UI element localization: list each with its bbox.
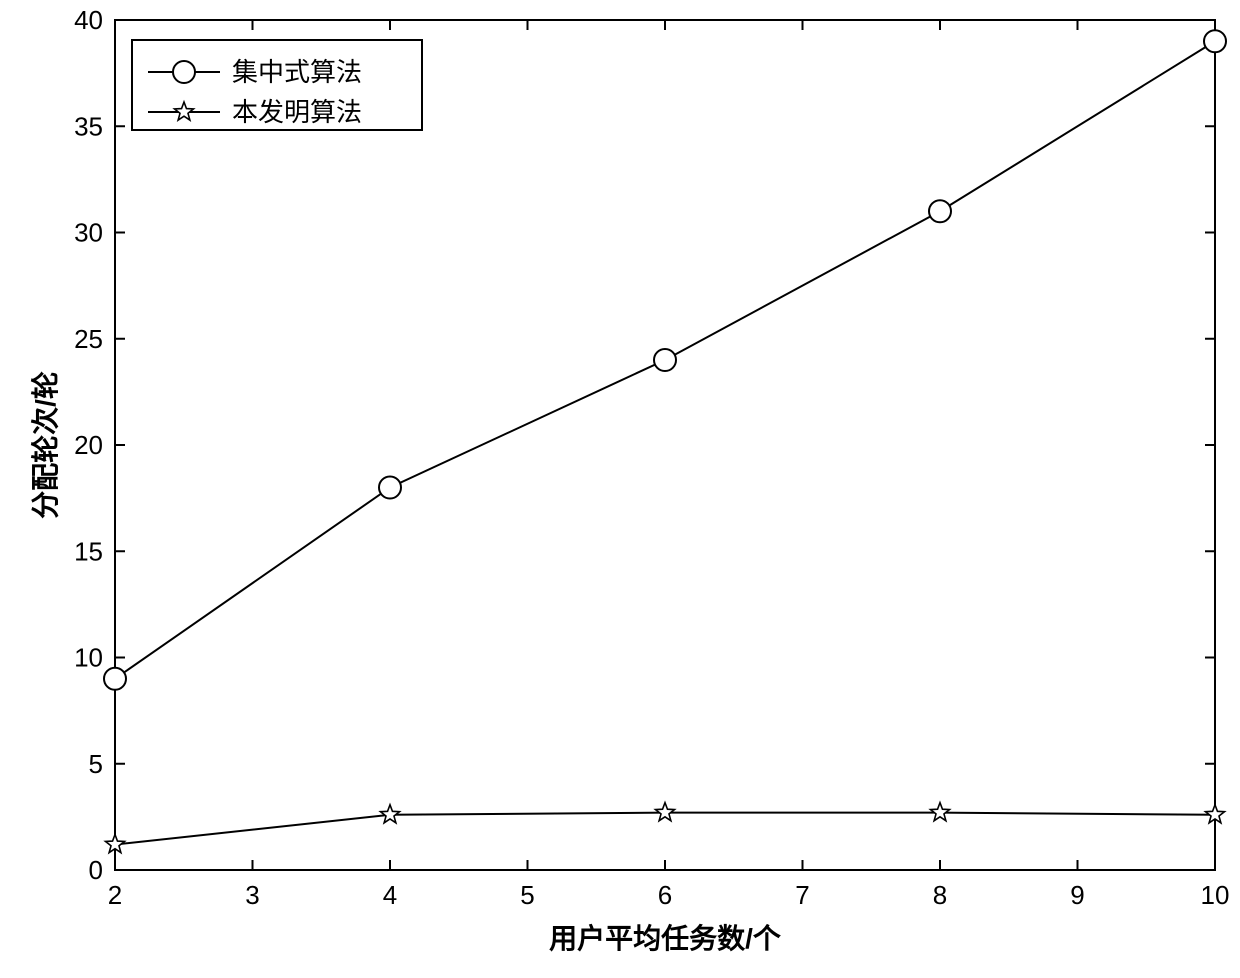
x-tick-label: 7 [795,880,809,910]
x-tick-label: 9 [1070,880,1084,910]
y-axis-label: 分配轮次/轮 [30,371,61,519]
circle-marker [379,477,401,499]
x-tick-label: 4 [383,880,397,910]
x-tick-label: 5 [520,880,534,910]
circle-marker [929,200,951,222]
circle-marker [104,668,126,690]
y-tick-label: 35 [74,111,103,141]
y-tick-label: 0 [89,855,103,885]
y-tick-label: 15 [74,536,103,566]
x-tick-label: 6 [658,880,672,910]
circle-marker [173,61,195,83]
legend-label: 本发明算法 [232,97,362,127]
legend-label: 集中式算法 [232,57,362,87]
x-axis-label: 用户平均任务数/个 [549,922,782,954]
y-tick-label: 5 [89,749,103,779]
x-tick-label: 3 [245,880,259,910]
legend: 集中式算法本发明算法 [132,40,422,130]
x-tick-label: 2 [108,880,122,910]
y-tick-label: 40 [74,5,103,35]
circle-marker [1204,30,1226,52]
chart-background [0,0,1240,978]
chart-container: 2 3 4 5 6 7 8 9 10 0 5 10 15 20 25 30 35 40 用户平均任务数/个 分配轮次/… [0,0,1240,978]
y-tick-label: 10 [74,643,103,673]
y-tick-label: 30 [74,218,103,248]
x-tick-label: 10 [1201,880,1230,910]
x-tick-label: 8 [933,880,947,910]
circle-marker [654,349,676,371]
y-tick-label: 20 [74,430,103,460]
y-tick-label: 25 [74,324,103,354]
line-chart: 2 3 4 5 6 7 8 9 10 0 5 10 15 20 25 30 35 40 用户平均任务数/个 分配轮次/… [0,0,1240,978]
